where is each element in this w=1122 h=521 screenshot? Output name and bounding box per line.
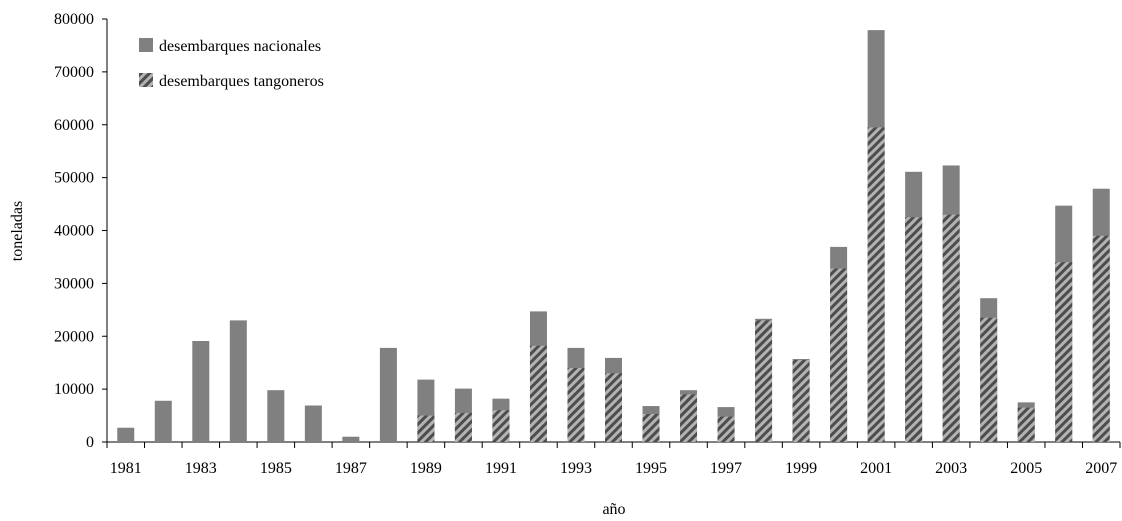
y-tick-label: 80000	[54, 11, 94, 28]
x-tick-label: 1987	[335, 460, 367, 477]
bar-tangoneros-1994	[605, 373, 622, 442]
legend-swatch-nacionales	[139, 38, 153, 52]
bar-tangoneros-2005	[1017, 407, 1035, 442]
bar-tangoneros-1991	[492, 410, 510, 442]
x-tick-label: 2005	[1010, 460, 1042, 477]
bar-tangoneros-1995	[642, 413, 660, 442]
x-tick-label: 1981	[110, 460, 142, 477]
bar-nacionales-1982	[154, 400, 172, 442]
bar-tangoneros-2002	[905, 217, 923, 442]
y-tick-label: 30000	[54, 275, 94, 292]
bar-tangoneros-1993	[567, 367, 585, 442]
y-tick-label: 60000	[54, 117, 94, 134]
legend: desembarques nacionales desembarques tan…	[139, 38, 324, 90]
bar-nacionales-1987	[342, 436, 360, 442]
x-tick-label: 1983	[185, 460, 217, 477]
x-tick-label: 2001	[860, 460, 892, 477]
bar-tangoneros-2004	[980, 317, 998, 442]
bar-tangoneros-1990	[454, 412, 472, 442]
x-tick-label: 1997	[710, 460, 742, 477]
bar-tangoneros-1999	[792, 360, 810, 442]
y-ticks: 0 10000 20000 30000 40000 50000 60000 70000 8000…	[54, 11, 107, 451]
y-axis: 0 10000 20000 30000 40000 50000 60000 70000 8000…	[54, 11, 108, 451]
bar-tangoneros-1996	[680, 394, 698, 442]
y-tick-label: 40000	[54, 223, 94, 240]
bar-tangoneros-1997	[717, 416, 735, 442]
y-tick-label: 20000	[54, 328, 94, 345]
y-tick-label: 50000	[54, 170, 94, 187]
x-axis: 1981 1983 1985 1987 1989 1991 1993 1995 1997 1999…	[106, 441, 1121, 477]
bar-nacionales-1986	[304, 405, 322, 442]
bar-tangoneros-2007	[1092, 235, 1110, 442]
bar-tangoneros-1989	[417, 415, 435, 442]
legend-label-tangoneros: desembarques tangoneros	[159, 73, 324, 90]
x-tick-label: 1991	[485, 460, 517, 477]
x-tick-label: 2007	[1085, 460, 1117, 477]
bar-nacionales-1984	[229, 320, 247, 442]
x-ticks: 1981 1983 1985 1987 1989 1991 1993 1995 1997 1999…	[106, 442, 1121, 477]
bars-group	[117, 30, 1110, 443]
x-axis-title: año	[602, 501, 625, 518]
x-tick-label: 1993	[560, 460, 592, 477]
y-axis-title: toneladas	[9, 201, 26, 261]
y-tick-label: 70000	[54, 64, 94, 81]
bar-nacionales-1988	[379, 347, 397, 442]
y-tick-label: 10000	[54, 381, 94, 398]
bar-nacionales-1981	[117, 427, 135, 442]
bar-tangoneros-2000	[830, 268, 848, 442]
bar-tangoneros-1992	[529, 345, 547, 442]
x-tick-label: 1985	[260, 460, 292, 477]
legend-swatch-tangoneros	[139, 73, 153, 87]
bar-tangoneros-2001	[867, 127, 885, 443]
x-tick-label: 1989	[410, 460, 442, 477]
x-tick-label: 1999	[785, 460, 817, 477]
bar-nacionales-1983	[192, 341, 210, 442]
bar-nacionales-1985	[267, 390, 285, 442]
bar-tangoneros-2003	[942, 214, 960, 442]
y-tick-label: 0	[86, 434, 94, 451]
bar-tangoneros-1998	[755, 320, 773, 442]
legend-label-nacionales: desembarques nacionales	[159, 38, 321, 55]
bar-tangoneros-2006	[1055, 262, 1073, 442]
x-tick-label: 2003	[935, 460, 967, 477]
x-tick-label: 1995	[635, 460, 667, 477]
